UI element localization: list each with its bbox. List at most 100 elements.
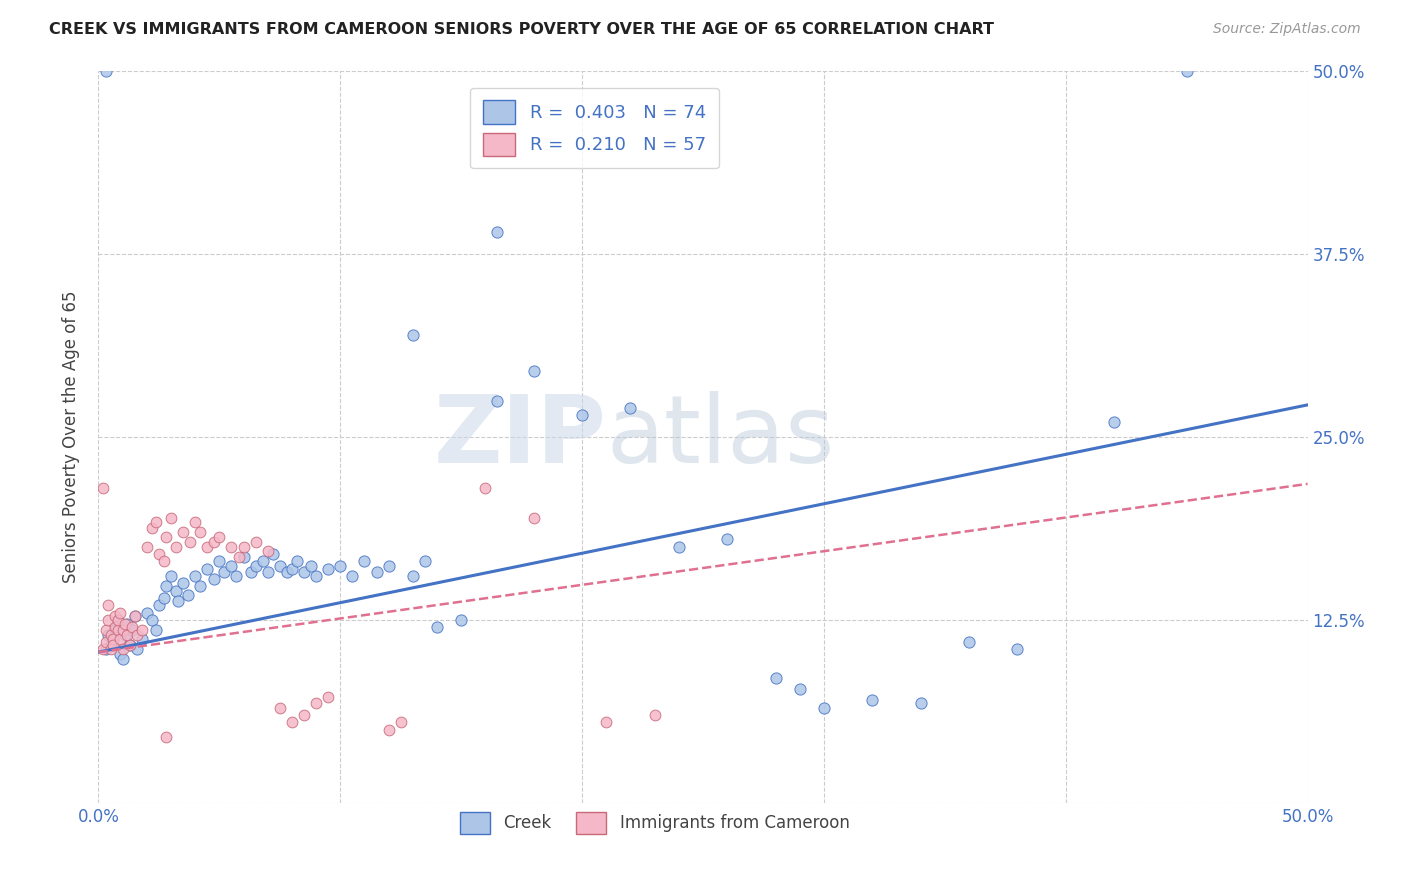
Text: Source: ZipAtlas.com: Source: ZipAtlas.com: [1213, 22, 1361, 37]
Point: [595, 715, 617, 730]
Point: [305, 696, 328, 710]
Point: [108, 606, 131, 620]
Point: [486, 225, 509, 239]
Point: [101, 638, 124, 652]
Point: [195, 540, 218, 554]
Point: [91, 642, 114, 657]
Text: atlas: atlas: [606, 391, 835, 483]
Point: [148, 599, 170, 613]
Point: [292, 708, 315, 723]
Point: [94, 635, 117, 649]
Point: [121, 620, 143, 634]
Y-axis label: Seniors Poverty Over the Age of 65: Seniors Poverty Over the Age of 65: [62, 291, 80, 583]
Point: [212, 565, 235, 579]
Point: [353, 554, 375, 568]
Point: [101, 632, 124, 646]
Point: [232, 549, 254, 564]
Point: [148, 547, 170, 561]
Point: [789, 681, 811, 696]
Point: [402, 327, 425, 342]
Point: [117, 627, 139, 641]
Point: [239, 565, 262, 579]
Point: [305, 569, 328, 583]
Point: [107, 613, 129, 627]
Point: [486, 393, 509, 408]
Point: [111, 623, 134, 637]
Point: [474, 481, 496, 495]
Point: [107, 623, 129, 637]
Point: [813, 700, 835, 714]
Point: [281, 562, 304, 576]
Legend: Creek, Immigrants from Cameroon: Creek, Immigrants from Cameroon: [451, 804, 858, 842]
Point: [256, 565, 278, 579]
Text: ZIP: ZIP: [433, 391, 606, 483]
Point: [204, 572, 226, 586]
Point: [668, 540, 690, 554]
Point: [145, 623, 167, 637]
Point: [165, 540, 187, 554]
Point: [765, 672, 787, 686]
Point: [285, 554, 308, 568]
Point: [131, 632, 153, 646]
Point: [100, 638, 122, 652]
Point: [97, 627, 120, 641]
Point: [172, 525, 194, 540]
Point: [389, 715, 412, 730]
Point: [104, 623, 127, 637]
Point: [450, 613, 472, 627]
Point: [523, 364, 546, 378]
Point: [94, 64, 117, 78]
Point: [299, 558, 322, 573]
Point: [292, 565, 315, 579]
Point: [1175, 64, 1198, 78]
Text: CREEK VS IMMIGRANTS FROM CAMEROON SENIORS POVERTY OVER THE AGE OF 65 CORRELATION: CREEK VS IMMIGRANTS FROM CAMEROON SENIOR…: [49, 22, 994, 37]
Point: [281, 715, 304, 730]
Point: [232, 540, 254, 554]
Point: [100, 627, 122, 641]
Point: [165, 583, 187, 598]
Point: [377, 723, 399, 737]
Point: [329, 558, 352, 573]
Point: [910, 696, 932, 710]
Point: [269, 700, 291, 714]
Point: [208, 554, 231, 568]
Point: [366, 565, 388, 579]
Point: [131, 623, 153, 637]
Point: [377, 558, 399, 573]
Point: [141, 613, 163, 627]
Point: [145, 515, 167, 529]
Point: [413, 554, 436, 568]
Point: [204, 535, 226, 549]
Point: [104, 620, 127, 634]
Point: [94, 642, 117, 657]
Point: [124, 608, 146, 623]
Point: [127, 627, 149, 641]
Point: [221, 558, 243, 573]
Point: [108, 632, 131, 646]
Point: [155, 730, 177, 744]
Point: [228, 549, 250, 564]
Point: [342, 569, 364, 583]
Point: [269, 558, 291, 573]
Point: [91, 481, 114, 495]
Point: [316, 690, 339, 705]
Point: [619, 401, 641, 415]
Point: [114, 617, 136, 632]
Point: [1007, 642, 1029, 657]
Point: [252, 554, 274, 568]
Point: [155, 579, 177, 593]
Point: [523, 510, 546, 524]
Point: [1102, 416, 1125, 430]
Point: [118, 638, 141, 652]
Point: [104, 608, 127, 623]
Point: [716, 533, 738, 547]
Point: [127, 642, 149, 657]
Point: [208, 530, 231, 544]
Point: [114, 627, 136, 641]
Point: [101, 632, 124, 646]
Point: [118, 638, 141, 652]
Point: [121, 623, 143, 637]
Point: [262, 547, 284, 561]
Point: [245, 558, 267, 573]
Point: [94, 623, 117, 637]
